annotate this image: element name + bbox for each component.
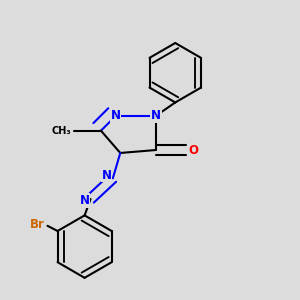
Text: N: N — [151, 109, 161, 122]
Text: N: N — [80, 194, 90, 207]
Text: Br: Br — [30, 218, 44, 231]
Text: O: O — [188, 143, 198, 157]
Text: N: N — [111, 109, 121, 122]
Text: CH₃: CH₃ — [51, 126, 70, 136]
Text: N: N — [102, 169, 112, 182]
